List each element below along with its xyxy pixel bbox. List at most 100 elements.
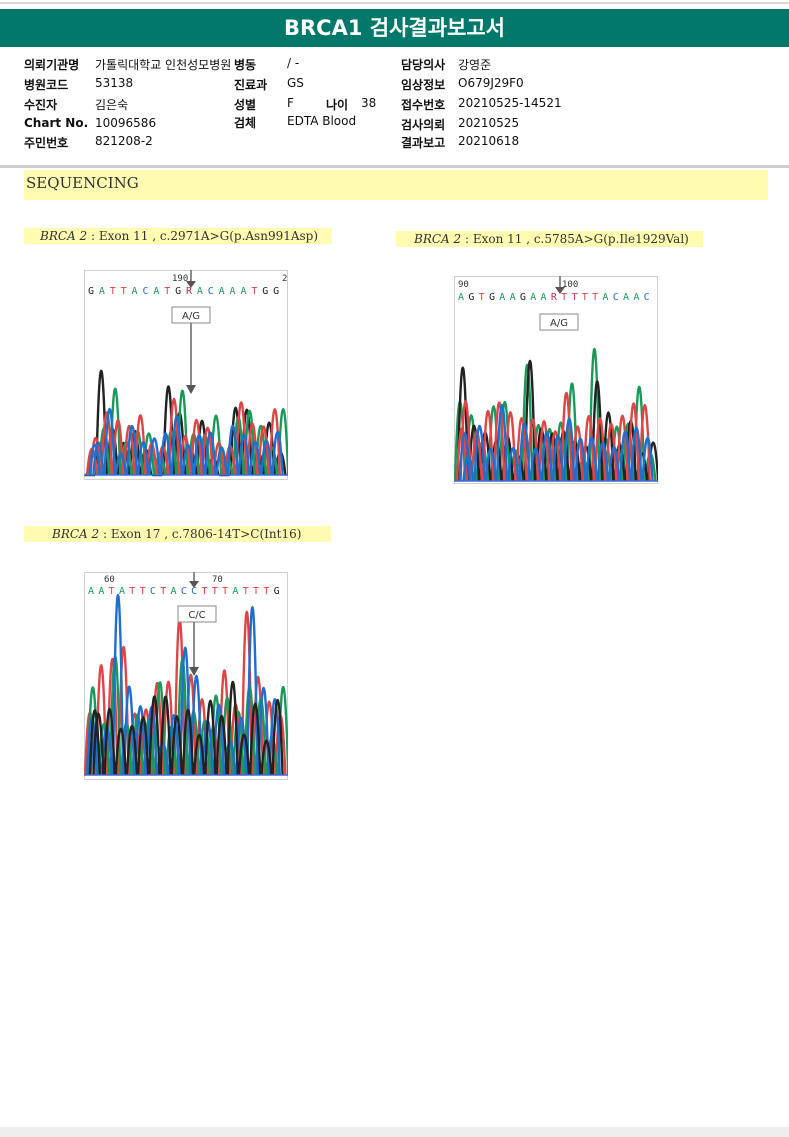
base-letter: C: [150, 586, 156, 597]
base-letter: R: [551, 292, 558, 303]
age-label: 나이: [326, 98, 349, 112]
base-letter: R: [186, 286, 193, 297]
base-letter: A: [541, 292, 547, 303]
variant-desc: : Exon 11 , c.5785A>G(p.Ile1929Val): [461, 232, 689, 246]
marker-arrow-icon: [555, 287, 565, 294]
base-letter: T: [582, 292, 588, 303]
base-letter: C: [613, 292, 619, 303]
tick-label-left: 90: [458, 280, 469, 290]
reception-value: 20210525-14521: [458, 96, 562, 110]
result-label: 결과보고: [401, 136, 446, 150]
base-letter: T: [201, 586, 207, 597]
resident-value: 821208-2: [95, 134, 153, 148]
dept-label: 진료과: [234, 78, 268, 92]
base-letter: C: [208, 286, 214, 297]
base-letter: T: [160, 586, 166, 597]
base-letter: A: [499, 292, 505, 303]
marker-arrow-icon: [186, 281, 196, 288]
base-letter: G: [262, 286, 268, 297]
specimen-value: EDTA Blood: [287, 114, 357, 128]
base-letter: T: [110, 286, 116, 297]
hospital-code-value: 53138: [95, 76, 134, 90]
base-letter: G: [175, 286, 181, 297]
base-letter: A: [119, 586, 125, 597]
base-letter: C: [142, 286, 148, 297]
base-letter: T: [263, 586, 269, 597]
gene-name: BRCA 2: [52, 527, 100, 541]
peak-arrow-icon: [186, 385, 196, 394]
base-letter: T: [129, 586, 135, 597]
doctor-label: 담당의사: [401, 58, 446, 72]
base-letter: T: [571, 292, 577, 303]
genotype-call-label: A/G: [182, 311, 200, 322]
variant-caption-1: BRCA 2 : Exon 11 , c.2971A>G(p.Asn991Asp…: [24, 228, 332, 244]
sex-label: 성별: [234, 98, 257, 112]
gene-name: BRCA 2: [40, 229, 88, 243]
genotype-call-box: [177, 605, 217, 623]
dept-value: GS: [287, 76, 304, 90]
base-letter: A: [240, 286, 246, 297]
peak-arrow-icon: [189, 667, 199, 676]
marker-arrow-icon: [189, 581, 199, 588]
base-letter: A: [530, 292, 536, 303]
chart-label: Chart No.: [24, 116, 89, 130]
variant-desc: : Exon 17 , c.7806-14T>C(Int16): [99, 527, 302, 541]
base-letter: A: [219, 286, 225, 297]
tick-label-right: 100: [562, 280, 578, 290]
base-letter: A: [230, 286, 236, 297]
variant-caption-3: BRCA 2 : Exon 17 , c.7806-14T>C(Int16): [24, 526, 331, 542]
report-title: BRCA1 검사결과보고서: [0, 9, 789, 47]
chromatogram-3: 60 70 A A T A T T C T A C C T T T A T T T G C/C: [83, 572, 290, 780]
base-letter: T: [109, 586, 115, 597]
tick-label-left: 190: [172, 274, 188, 284]
header-divider: [0, 165, 789, 168]
base-letter: A: [197, 286, 203, 297]
request-value: 20210525: [458, 116, 520, 130]
peak-trace-T: [455, 391, 651, 482]
base-letter: T: [140, 586, 146, 597]
peak-trace-C: [458, 404, 654, 482]
sequencing-section-header: SEQUENCING: [24, 170, 768, 200]
tick-label-right: 70: [212, 575, 223, 585]
peak-trace-G: [88, 680, 284, 776]
gene-name: BRCA 2: [414, 232, 462, 246]
recipient-value: 김은숙: [95, 98, 129, 112]
chromatogram-2: 90 100 A G T G A A G A A R T T T T A C A A C A/G: [453, 276, 660, 484]
institution-value: 가톨릭대학교 인천성모병원: [95, 58, 232, 72]
base-letter: T: [561, 292, 567, 303]
ward-label: 병동: [234, 58, 257, 72]
base-letter: A: [153, 286, 159, 297]
base-letter: A: [633, 292, 639, 303]
hospital-code-label: 병원코드: [24, 78, 69, 92]
genotype-call-label: A/G: [550, 318, 568, 329]
base-letter: G: [489, 292, 495, 303]
tick-label-right: 2: [282, 274, 287, 284]
base-letter: A: [98, 586, 104, 597]
variant-desc: : Exon 11 , c.2971A>G(p.Asn991Asp): [87, 229, 319, 243]
specimen-label: 검체: [234, 116, 257, 130]
base-letter: G: [274, 586, 280, 597]
base-letter: A: [99, 286, 105, 297]
base-letter: G: [273, 286, 279, 297]
base-letter: T: [592, 292, 598, 303]
section-title: SEQUENCING: [26, 174, 139, 192]
base-letter: C: [181, 586, 187, 597]
base-letter: G: [468, 292, 474, 303]
reception-label: 접수번호: [401, 98, 446, 112]
base-letter: T: [243, 586, 249, 597]
recipient-label: 수진자: [24, 98, 58, 112]
base-letter: T: [164, 286, 170, 297]
base-letter: T: [479, 292, 485, 303]
base-letter: G: [88, 286, 94, 297]
base-letter: C: [644, 292, 650, 303]
age-value: 38: [361, 96, 377, 110]
genotype-call-box: [539, 313, 579, 331]
chart-value: 10096586: [95, 116, 157, 130]
base-letter: A: [602, 292, 608, 303]
base-letter: A: [88, 586, 94, 597]
base-letter: T: [212, 586, 218, 597]
base-letter: T: [222, 586, 228, 597]
sex-value: F: [287, 96, 294, 110]
doctor-value: 강영준: [458, 58, 492, 72]
peak-trace-C: [88, 407, 284, 476]
